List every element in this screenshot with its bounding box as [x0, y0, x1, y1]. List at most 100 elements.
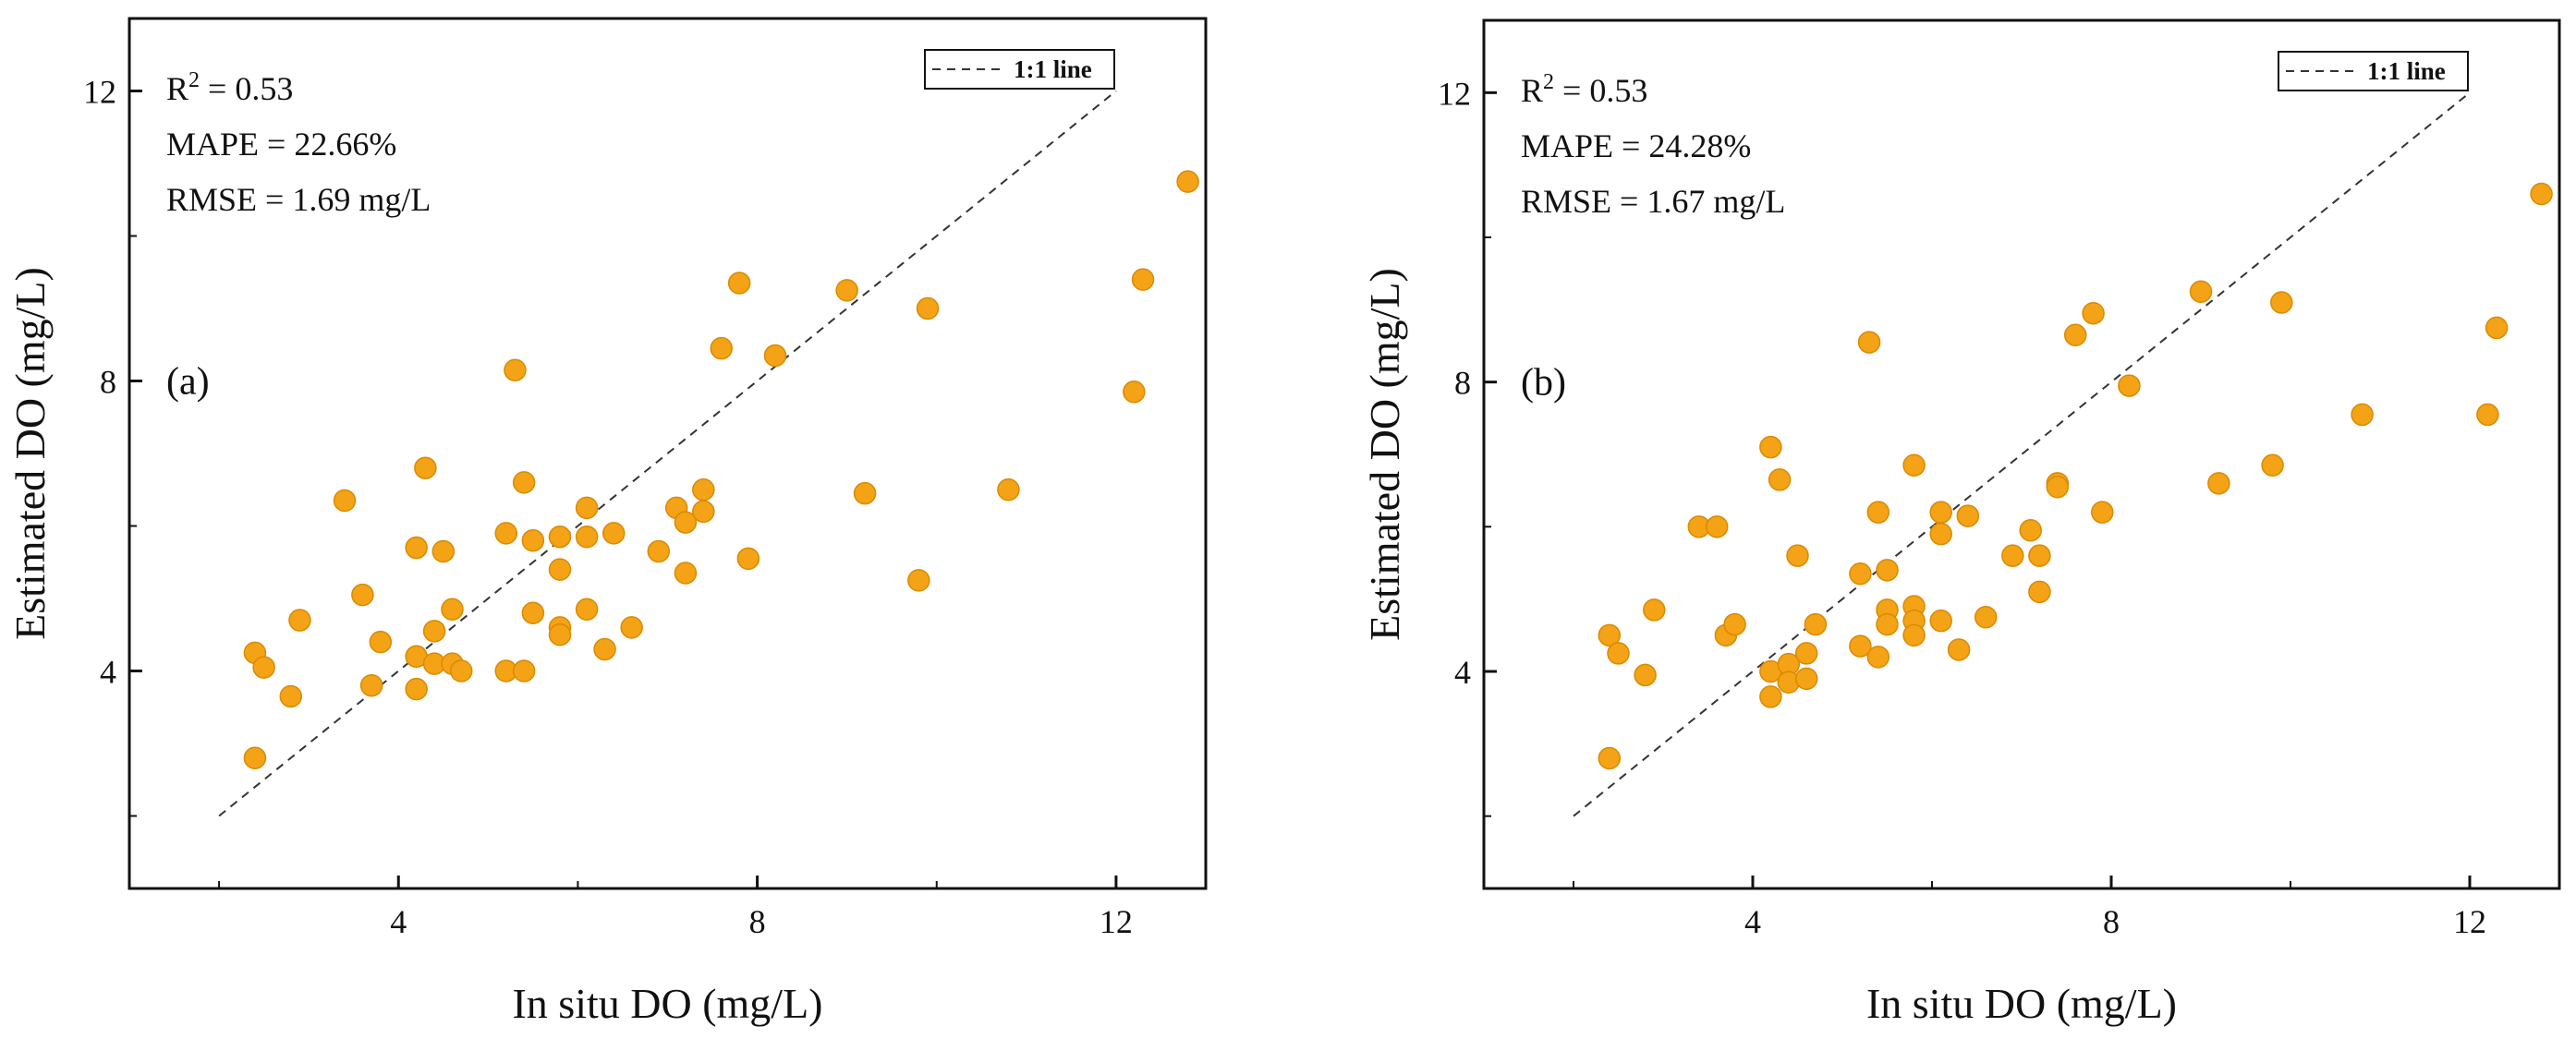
data-point — [369, 630, 393, 654]
data-point — [521, 601, 545, 624]
data-point — [2270, 291, 2293, 314]
data-point — [333, 489, 357, 513]
data-point — [853, 481, 877, 505]
data-point — [279, 684, 302, 708]
data-point — [1794, 667, 1818, 691]
data-point — [2118, 374, 2141, 397]
r2-text: R2 = 0.53 — [166, 68, 293, 107]
data-point — [907, 569, 930, 592]
x-axis-label: In situ DO (mg/L) — [512, 980, 822, 1027]
data-point — [441, 598, 464, 622]
data-point — [593, 637, 616, 661]
data-point — [504, 358, 527, 381]
data-point — [575, 526, 599, 549]
panel-label: (b) — [1521, 362, 1566, 405]
data-point — [449, 659, 473, 683]
panel-b: 4 8 12 4 8 12 R2 = 0.53 MAPE = 24.28% RMSE = … — [1361, 18, 2561, 1027]
data-point — [1759, 435, 1782, 459]
panel-label: (a) — [166, 361, 210, 404]
data-point — [548, 623, 572, 646]
data-point — [1876, 612, 1899, 636]
data-point — [602, 522, 626, 545]
data-point — [405, 677, 428, 701]
scatter-points — [1598, 182, 2553, 770]
data-point — [997, 478, 1020, 501]
data-point — [2261, 453, 2284, 477]
data-point — [2046, 476, 2070, 499]
data-point — [405, 536, 428, 560]
legend-label: 1:1 line — [2367, 57, 2446, 85]
data-point — [736, 547, 760, 571]
data-point — [548, 558, 572, 581]
legend: 1:1 line — [924, 49, 1115, 90]
data-point — [512, 659, 536, 683]
data-point — [1643, 598, 1666, 622]
data-point — [1131, 268, 1155, 291]
data-point — [521, 528, 545, 552]
data-point — [2063, 323, 2087, 346]
data-point — [1786, 544, 1809, 567]
data-point — [763, 344, 787, 368]
data-point — [2351, 403, 2374, 427]
scatter-points — [243, 170, 1199, 769]
data-point — [1974, 606, 1998, 629]
data-point — [647, 539, 671, 563]
data-point — [1902, 623, 1926, 647]
data-point — [1857, 331, 1881, 354]
data-point — [243, 746, 267, 769]
data-point — [2028, 580, 2051, 604]
data-point — [1794, 642, 1818, 665]
data-point — [2530, 182, 2553, 206]
data-point — [288, 609, 311, 632]
mape-text: MAPE = 22.66% — [166, 126, 396, 163]
data-point — [1849, 562, 1872, 586]
y-tick-label: 8 — [1454, 365, 1471, 402]
data-point — [2028, 544, 2051, 567]
data-point — [1876, 559, 1899, 582]
data-point — [422, 620, 446, 643]
y-tick-label: 4 — [1454, 654, 1471, 691]
data-point — [1956, 504, 1980, 527]
axis-ticks: 4 8 12 4 8 12 — [83, 74, 1133, 941]
data-point — [2207, 472, 2230, 495]
x-tick-label: 12 — [2453, 903, 2486, 940]
data-point — [620, 616, 643, 639]
data-point — [727, 272, 751, 295]
data-point — [359, 673, 383, 697]
x-tick-label: 8 — [749, 903, 766, 940]
data-point — [351, 583, 374, 607]
data-point — [1929, 609, 1952, 633]
data-point — [2019, 519, 2042, 542]
data-point — [692, 478, 715, 501]
legend-label: 1:1 line — [1014, 55, 1092, 83]
data-point — [1929, 501, 1952, 524]
r2-text: R2 = 0.53 — [1521, 70, 1647, 109]
data-point — [414, 456, 437, 479]
rmse-text: RMSE = 1.67 mg/L — [1521, 183, 1785, 220]
y-axis-label: Estimated DO (mg/L) — [6, 267, 54, 640]
data-point — [1598, 746, 1622, 770]
x-tick-label: 8 — [2103, 903, 2120, 940]
data-point — [1723, 612, 1746, 636]
x-tick-label: 4 — [390, 903, 407, 940]
mape-text: MAPE = 24.28% — [1521, 127, 1751, 164]
data-point — [1849, 634, 1872, 658]
data-point — [431, 539, 456, 563]
data-point — [692, 500, 715, 524]
y-axis-label: Estimated DO (mg/L) — [1361, 268, 1408, 641]
data-point — [575, 496, 599, 520]
plot-frame — [128, 17, 1208, 890]
data-point — [1866, 501, 1890, 524]
data-point — [1947, 638, 1971, 661]
x-tick-label: 4 — [1744, 903, 1761, 940]
data-point — [1705, 515, 1729, 538]
data-point — [1866, 646, 1890, 669]
axis-ticks: 4 8 12 4 8 12 — [1438, 75, 2486, 940]
data-point — [2476, 403, 2499, 427]
data-point — [674, 562, 698, 585]
plot-frame — [1482, 18, 2561, 890]
data-point — [2485, 316, 2509, 340]
data-point — [252, 656, 275, 679]
x-tick-label: 12 — [1100, 903, 1133, 940]
